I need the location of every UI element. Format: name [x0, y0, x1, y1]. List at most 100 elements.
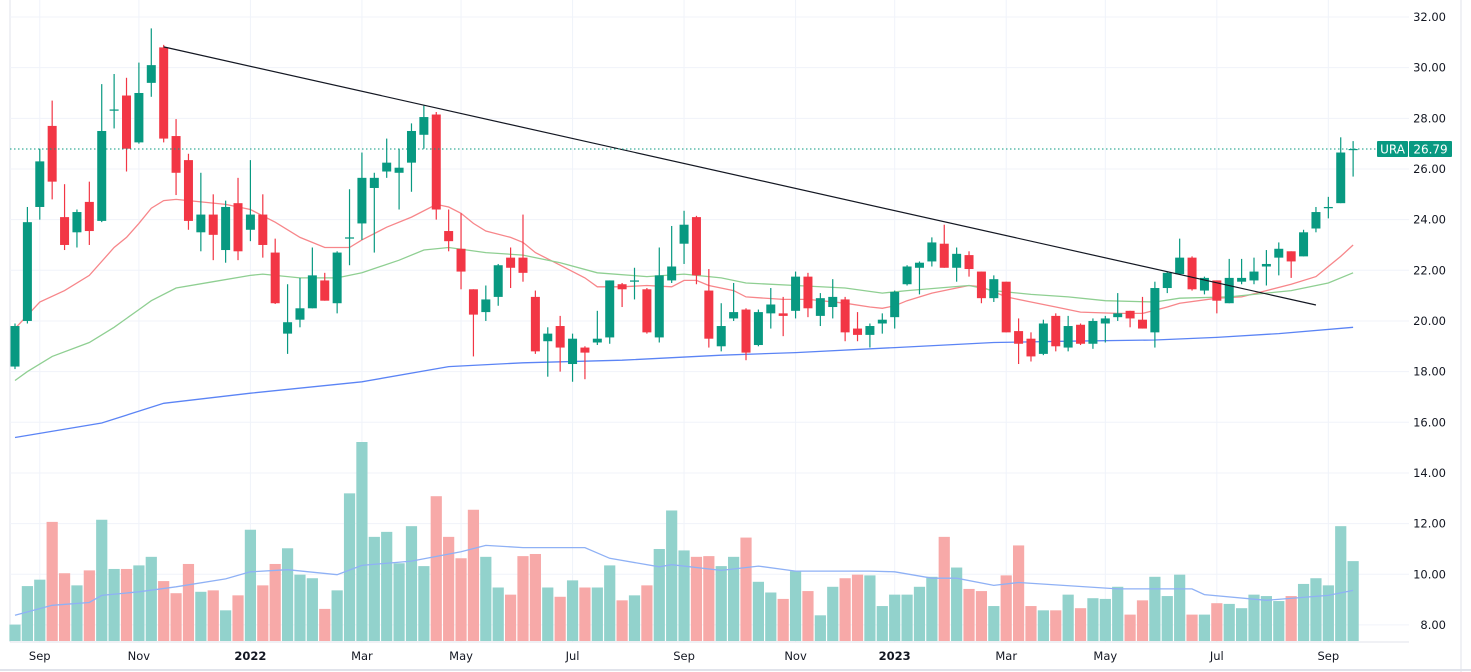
volume-bar — [1236, 608, 1248, 641]
candle-body — [568, 338, 578, 365]
candle-up — [630, 267, 639, 300]
volume-bar — [740, 537, 752, 641]
candle-down — [840, 296, 850, 342]
candle-body — [295, 308, 305, 320]
price-tick-label: 18.00 — [1413, 365, 1446, 379]
volume-bar — [319, 608, 331, 641]
candle-body — [853, 328, 863, 335]
candle-down — [60, 184, 70, 251]
volume-bar — [1124, 614, 1136, 641]
candle-down — [778, 296, 788, 337]
candle-up — [134, 62, 144, 144]
volume-bar — [195, 591, 207, 641]
volume-bar — [938, 536, 950, 641]
volume-bar — [1273, 601, 1285, 641]
volume-bar — [393, 563, 405, 641]
volume-bar — [1062, 594, 1074, 641]
volume-bar — [1322, 585, 1334, 641]
time-year-label: 2022 — [234, 649, 266, 663]
candle-down — [208, 194, 218, 261]
time-axis[interactable]: Sep Nov 2022 Mar May Jul Sep Nov 2023 Mar May Jul Se… — [0, 641, 1471, 671]
candle-down — [617, 282, 627, 308]
volume-bar — [9, 624, 21, 641]
candle-down — [122, 77, 132, 172]
candle-body — [729, 312, 739, 319]
trendline[interactable] — [163, 46, 1317, 306]
candle-body — [208, 214, 218, 235]
volume-bar — [616, 600, 628, 641]
candle-up — [22, 206, 32, 324]
time-month-label: Nov — [784, 649, 807, 663]
volume-bar — [777, 598, 789, 641]
volume-bar — [1186, 614, 1198, 641]
candle-down — [84, 181, 94, 245]
candle-up — [10, 323, 20, 370]
volume-bar — [83, 570, 95, 641]
candle-up — [109, 73, 119, 129]
candle-up — [716, 303, 726, 352]
volume-bar — [418, 566, 430, 641]
candle-body — [1001, 281, 1011, 333]
volume-bar — [505, 594, 517, 641]
candle-body — [369, 177, 379, 188]
volume-bar — [306, 578, 318, 641]
candle-body — [667, 266, 677, 281]
volume-bar — [1149, 576, 1161, 641]
candle-body — [221, 206, 231, 251]
price-tick-label: 8.00 — [1420, 618, 1446, 632]
volume-bar — [678, 550, 690, 641]
candle-up — [828, 279, 838, 319]
candle-body — [964, 255, 974, 270]
symbol-badge-bg — [1377, 140, 1408, 157]
volume-bar — [281, 548, 294, 641]
candle-body — [989, 279, 999, 299]
drawings[interactable] — [10, 46, 1409, 306]
volume-bar — [988, 606, 1000, 641]
candle-body — [890, 291, 900, 318]
price-tick-label: 12.00 — [1413, 517, 1446, 531]
candle-body — [642, 289, 652, 333]
candle-down — [444, 209, 454, 252]
candle-body — [1137, 319, 1147, 329]
candle-body — [97, 130, 107, 221]
candle-body — [1299, 232, 1309, 257]
candle-up — [1162, 271, 1172, 294]
candle-up — [245, 160, 255, 242]
candle-up — [865, 323, 875, 348]
candle-body — [196, 214, 206, 233]
volume-bar — [517, 556, 529, 641]
candle-body — [35, 161, 45, 207]
price-tick-label: 24.00 — [1413, 213, 1446, 227]
candle-down — [704, 269, 714, 348]
candle-up — [729, 282, 739, 321]
time-month-label: Mar — [995, 649, 1017, 663]
candle-body — [518, 257, 528, 273]
volume-bar — [1285, 596, 1297, 641]
time-month-label: Sep — [29, 649, 51, 663]
volume-bar — [529, 553, 541, 641]
price-axis[interactable]: 32.00 30.00 28.00 26.00 24.00 22.00 20.00 18.00… — [1377, 0, 1462, 672]
candle-body — [1113, 313, 1123, 318]
candle-body — [258, 214, 268, 245]
volume-bar — [480, 556, 492, 641]
volume-pane — [9, 442, 1359, 641]
candle-body — [146, 65, 156, 83]
symbol-label: URA — [1380, 142, 1406, 156]
candle-up — [1038, 319, 1048, 356]
candle-up — [1150, 281, 1160, 348]
candle-up — [1249, 257, 1259, 285]
candle-body — [1212, 280, 1222, 301]
candle-up — [283, 284, 293, 354]
candle-body — [914, 262, 924, 268]
candles — [10, 28, 1358, 382]
candle-up — [196, 172, 206, 252]
volume-bar — [913, 586, 926, 641]
volume-bar — [715, 566, 727, 641]
time-month-label: Mar — [351, 649, 373, 663]
volume-bar — [1012, 545, 1025, 641]
candle-body — [431, 114, 441, 210]
candle-up — [394, 148, 404, 210]
candle-up — [605, 280, 615, 344]
candle-up — [568, 333, 578, 382]
